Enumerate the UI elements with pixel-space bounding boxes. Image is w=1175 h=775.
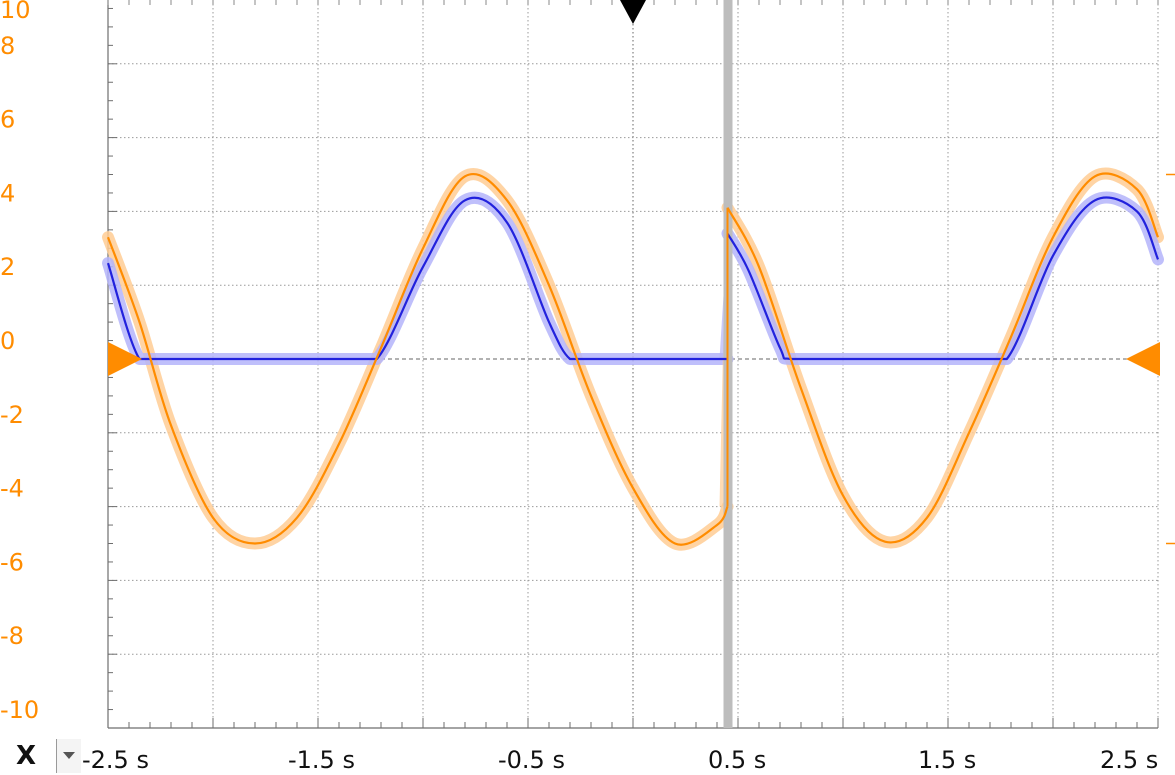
y-axis-ticks: 10 8 6 4 2 0 -2 -4 -6 -8 -10 — [0, 0, 39, 724]
y-tick-label: -8 — [0, 622, 24, 650]
x-tick-label: -1.5 s — [288, 746, 355, 774]
trace-envelope-1 — [721, 191, 1164, 365]
y-tick-label: 6 — [0, 106, 15, 134]
zero-level-left-marker-icon — [108, 342, 142, 376]
markers — [108, 0, 1175, 545]
y-tick-label: 2 — [0, 253, 15, 281]
y-tick-label: 8 — [0, 32, 15, 60]
x-tick-label: 2.5 s — [1100, 746, 1158, 774]
y-tick-label: 4 — [0, 179, 15, 207]
traces — [106, 172, 1160, 546]
x-tick-label: -2.5 s — [82, 746, 149, 774]
y-tick-label: 10 — [0, 0, 31, 24]
trigger-marker-icon — [620, 0, 646, 24]
y-tick-label: -2 — [0, 401, 24, 429]
x-tick-label: 0.5 s — [708, 746, 766, 774]
trace-line-0 — [726, 172, 1160, 544]
trace-line-1 — [106, 196, 728, 361]
zero-level-right-marker-icon — [1126, 342, 1160, 376]
trace-line-0 — [106, 173, 729, 546]
y-tick-label: -10 — [0, 696, 39, 724]
y-tick-label: -6 — [0, 548, 24, 576]
y-tick-label: 0 — [0, 327, 15, 355]
x-tick-label: 1.5 s — [918, 746, 976, 774]
x-axis-ticks: -2.5 s -1.5 s -0.5 s 0.5 s 1.5 s 2.5 s — [82, 746, 1158, 774]
axis-selector[interactable]: X — [0, 735, 82, 775]
trace-line-1 — [726, 196, 1160, 361]
dropdown-arrow-icon[interactable] — [56, 739, 81, 773]
axis-selector-label: X — [16, 741, 37, 771]
y-tick-label: -4 — [0, 475, 24, 503]
x-tick-label: -0.5 s — [498, 746, 565, 774]
